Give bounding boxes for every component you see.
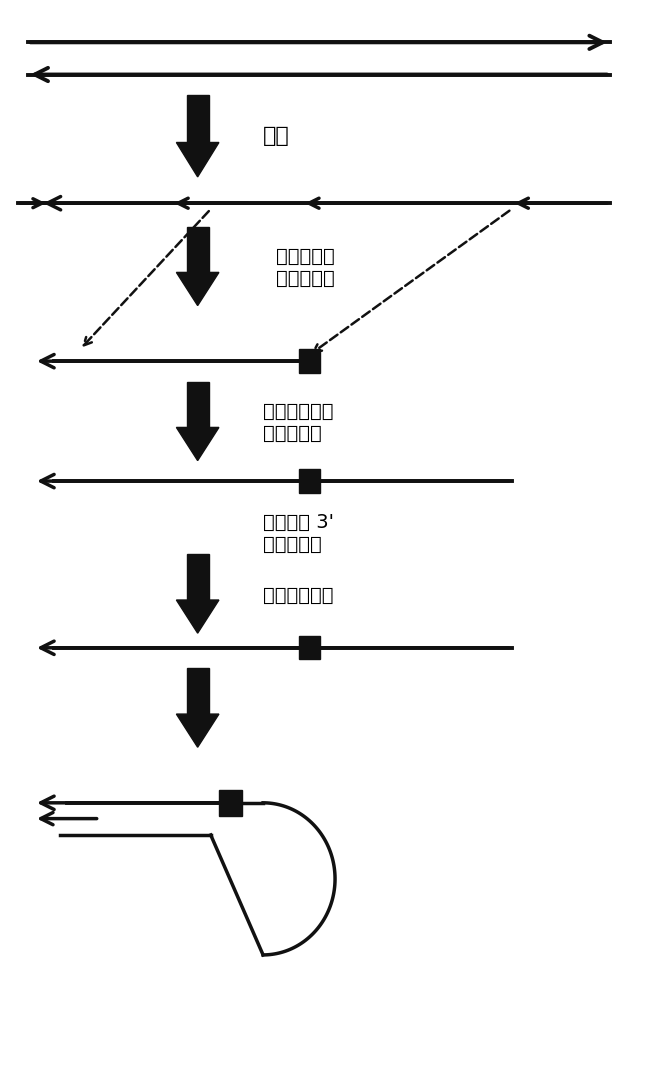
Polygon shape	[176, 714, 219, 748]
Polygon shape	[176, 272, 219, 306]
FancyBboxPatch shape	[299, 470, 320, 493]
Text: 形成发夹结构: 形成发夹结构	[263, 586, 334, 604]
Polygon shape	[176, 600, 219, 634]
FancyBboxPatch shape	[299, 636, 320, 660]
Polygon shape	[176, 427, 219, 461]
Polygon shape	[187, 554, 209, 600]
Text: 添加限制性
内切酶位点: 添加限制性 内切酶位点	[276, 247, 335, 288]
Polygon shape	[176, 142, 219, 177]
Text: 分段: 分段	[263, 126, 290, 146]
Polygon shape	[187, 95, 209, 142]
Text: 在短序列 3'
端添加序列: 在短序列 3' 端添加序列	[263, 513, 334, 554]
FancyBboxPatch shape	[219, 790, 242, 816]
Polygon shape	[187, 227, 209, 272]
Polygon shape	[187, 668, 209, 714]
Polygon shape	[187, 382, 209, 427]
FancyBboxPatch shape	[299, 349, 320, 373]
Text: 添加与短序列
互补的序列: 添加与短序列 互补的序列	[263, 403, 334, 443]
